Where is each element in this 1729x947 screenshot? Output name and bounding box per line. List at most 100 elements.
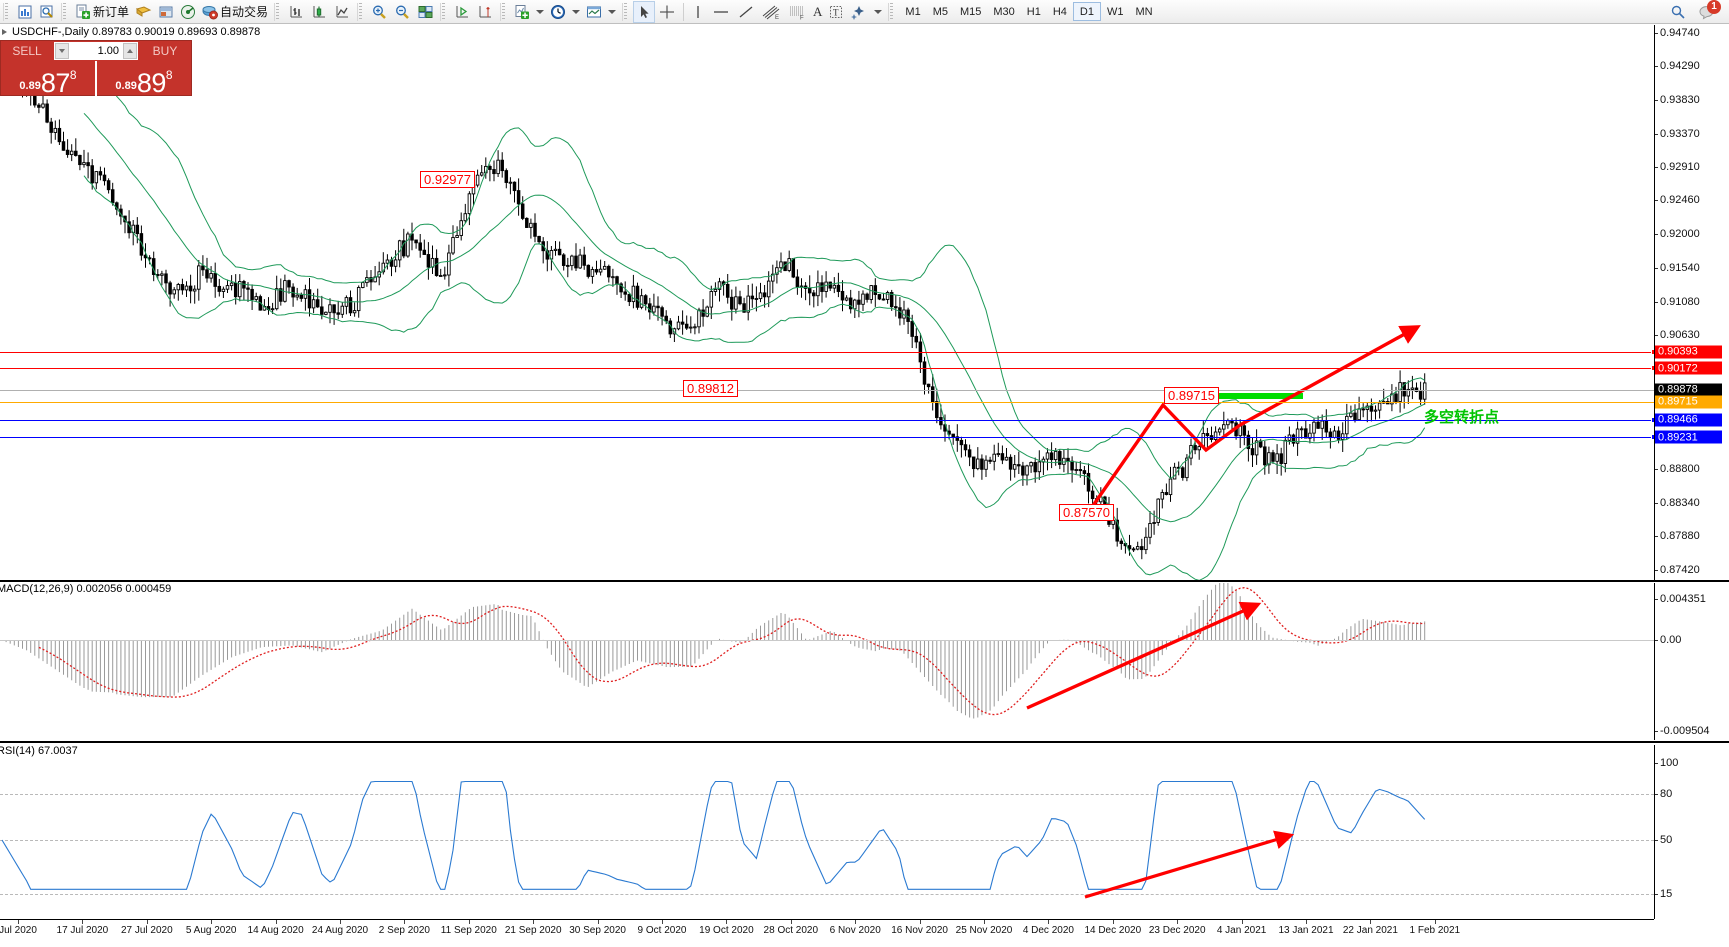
time-tick-label: 23 Dec 2020 — [1148, 925, 1206, 936]
annotation-0-92977[interactable]: 0.92977 — [420, 171, 475, 188]
shapes-dropdown-arrow[interactable] — [874, 9, 883, 14]
price-level-line-resistance[interactable] — [0, 368, 1654, 370]
panel-divider-rsi[interactable] — [0, 741, 1729, 743]
time-axis[interactable]: Jul 2020 17 Jul 2020 27 Jul 2020 5 Aug 2020… — [0, 919, 1654, 944]
bar-chart-icon[interactable] — [285, 1, 308, 23]
time-tick-label: 13 Jan 2021 — [1278, 925, 1334, 936]
macd-scale[interactable]: 0.004351 0.00 -0.009504 — [1654, 583, 1729, 740]
rsi-panel[interactable]: RSI(14) 67.0037 100 80 50 15 — [0, 745, 1729, 919]
trendline-tool[interactable] — [734, 1, 758, 23]
chart-shift-icon[interactable] — [474, 1, 497, 23]
toolbar-grip-4[interactable] — [357, 2, 366, 21]
macd-panel[interactable]: MACD(12,26,9) 0.002056 0.000459 0.004351… — [0, 583, 1729, 740]
price-level-tag[interactable]: 0.90393 — [1654, 345, 1722, 359]
buy-button[interactable]: 0.89 89 8 — [95, 61, 191, 97]
chart-menu-triangle-icon[interactable] — [2, 28, 7, 35]
price-level-tag[interactable]: 0.90172 — [1654, 361, 1722, 375]
price-level-tag[interactable]: 0.89231 — [1654, 430, 1722, 444]
vertical-line-tool[interactable] — [688, 1, 708, 23]
toolbar-grip-3[interactable] — [274, 2, 283, 21]
panel-divider-macd[interactable] — [0, 580, 1729, 582]
zoom-out-icon[interactable] — [391, 1, 414, 23]
periods-icon[interactable] — [547, 1, 569, 23]
annotation-0-89715[interactable]: 0.89715 — [1164, 387, 1219, 404]
fibonacci-tool[interactable]: F — [784, 1, 810, 23]
annotation-turning-point-text[interactable]: 多空转折点 — [1424, 408, 1500, 426]
annotation-0-89812[interactable]: 0.89812 — [683, 380, 738, 397]
indicators-dropdown-arrow[interactable] — [536, 9, 545, 14]
terminal-icon[interactable] — [155, 1, 177, 23]
shapes-tool[interactable] — [847, 1, 871, 23]
text-tool[interactable]: A — [813, 3, 823, 19]
time-tick-mark — [1370, 920, 1372, 924]
price-scale[interactable]: 0.94740 0.94290 0.93830 0.93370 0.92910 0.924… — [1654, 25, 1729, 580]
horizontal-line-tool[interactable] — [708, 1, 734, 23]
metaeditor-icon[interactable] — [132, 1, 155, 23]
macd-tick-mark — [1654, 640, 1658, 642]
annotation-0-87570[interactable]: 0.87570 — [1059, 504, 1114, 521]
indicators-icon[interactable] — [511, 1, 533, 23]
new-chart-icon[interactable] — [14, 1, 36, 23]
templates-icon[interactable] — [583, 1, 605, 23]
toolbar-grip-6[interactable] — [500, 2, 509, 21]
tile-windows-icon[interactable] — [414, 1, 437, 23]
text-label-tool[interactable]: T — [825, 1, 847, 23]
crosshair-tool[interactable] — [655, 1, 679, 23]
equidistant-channel-tool[interactable]: E — [758, 1, 784, 23]
price-level-line-support[interactable] — [0, 437, 1654, 439]
price-level-line-pivot[interactable] — [0, 401, 1654, 403]
price-level-tag[interactable]: 0.89878 — [1654, 383, 1722, 397]
time-tick-mark — [1177, 920, 1179, 924]
volume-input[interactable]: 1.00 — [97, 45, 119, 57]
timeframe-h4[interactable]: H4 — [1052, 5, 1067, 18]
timeframe-d1[interactable]: D1 — [1072, 2, 1101, 21]
autotrading-button[interactable]: 自动交易 — [199, 1, 271, 23]
notification-icon[interactable]: 1 — [1695, 0, 1721, 23]
time-tick-mark — [533, 920, 535, 924]
toolbar-grip[interactable] — [3, 2, 11, 21]
price-level-line-current-price[interactable] — [0, 389, 1654, 391]
new-order-button[interactable]: 新订单 — [72, 1, 132, 23]
price-chart-panel[interactable]: 0.94740 0.94290 0.93830 0.93370 0.92910 0.924… — [0, 25, 1729, 580]
price-axis-line — [1654, 25, 1655, 580]
toolbar-grip-5[interactable] — [440, 2, 449, 21]
volume-decrease-button[interactable] — [55, 43, 69, 59]
timeframe-mn[interactable]: MN — [1135, 5, 1153, 18]
templates-dropdown-arrow[interactable] — [608, 9, 617, 14]
time-tick-label: 4 Dec 2020 — [1022, 925, 1074, 936]
time-tick-mark — [855, 920, 857, 924]
time-tick-mark — [1241, 920, 1243, 924]
macd-label: MACD(12,26,9) 0.002056 0.000459 — [0, 583, 172, 595]
rsi-scale[interactable]: 100 80 50 15 — [1654, 745, 1729, 919]
search-icon[interactable] — [1667, 1, 1689, 23]
periods-dropdown-arrow[interactable] — [572, 9, 581, 14]
time-tick-label: 30 Sep 2020 — [569, 925, 626, 936]
zoom-in-icon[interactable] — [368, 1, 391, 23]
time-tick-mark — [146, 920, 148, 924]
candlestick-chart-icon[interactable] — [308, 1, 331, 23]
volume-increase-button[interactable] — [123, 43, 137, 59]
timeframe-m1[interactable]: M1 — [905, 5, 921, 18]
sell-button[interactable]: 0.89 87 8 — [1, 61, 95, 97]
toolbar-grip-8[interactable] — [888, 2, 897, 21]
timeframe-m5[interactable]: M5 — [932, 5, 948, 18]
price-level-tag[interactable]: 0.89466 — [1654, 413, 1722, 427]
macd-tick-mark — [1654, 599, 1658, 600]
price-level-tag[interactable]: 0.89715 — [1654, 395, 1722, 409]
auto-scroll-icon[interactable] — [451, 1, 474, 23]
cursor-tool[interactable] — [633, 0, 656, 23]
timeframe-m30[interactable]: M30 — [993, 5, 1015, 18]
price-level-line-support[interactable] — [0, 419, 1654, 421]
toolbar-grip-7[interactable] — [622, 2, 631, 21]
price-level-line-resistance[interactable] — [0, 351, 1654, 353]
profiles-icon[interactable] — [36, 1, 58, 23]
toolbar-grip-2[interactable] — [61, 2, 69, 21]
signals-icon[interactable] — [177, 1, 199, 23]
line-chart-icon[interactable] — [331, 1, 354, 23]
timeframe-w1[interactable]: W1 — [1106, 5, 1124, 18]
price-tick-mark — [1654, 334, 1658, 336]
volume-stepper[interactable]: 1.00 — [54, 42, 138, 60]
price-tick-label: 0.90630 — [1660, 328, 1700, 341]
timeframe-m15[interactable]: M15 — [959, 5, 982, 18]
timeframe-h1[interactable]: H1 — [1026, 5, 1041, 18]
